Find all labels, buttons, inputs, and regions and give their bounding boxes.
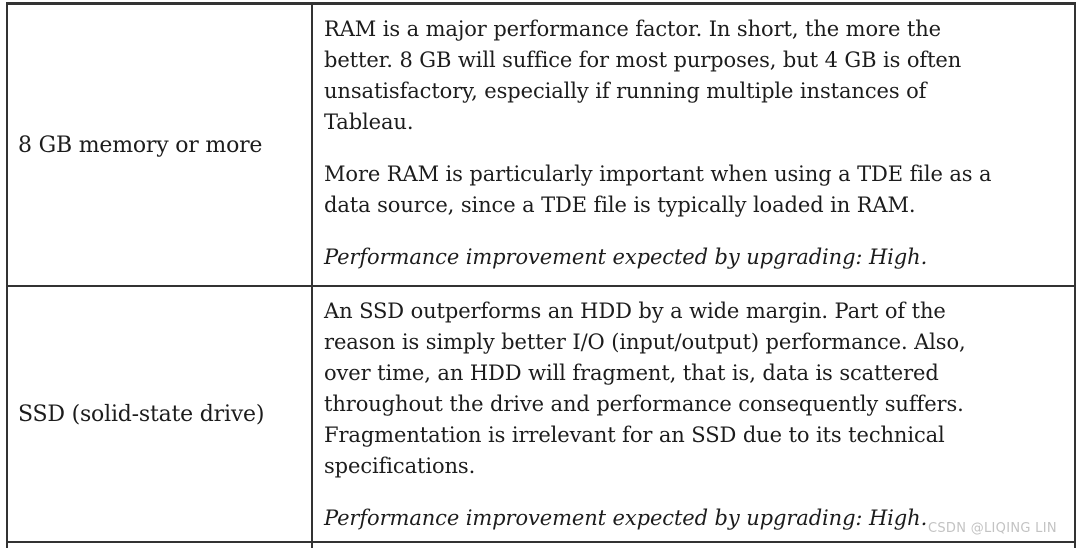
table-row-partial <box>8 543 1074 548</box>
paragraph: RAM is a major performance factor. In sh… <box>324 17 962 134</box>
table-row-memory: 8 GB memory or more RAM is a major perfo… <box>8 5 1074 287</box>
spec-description-empty <box>313 543 1074 548</box>
spec-label-empty <box>8 543 313 548</box>
spec-label-memory: 8 GB memory or more <box>8 5 313 285</box>
spec-description-ssd: An SSD outperforms an HDD by a wide marg… <box>313 287 1074 541</box>
performance-note: Performance improvement expected by upgr… <box>324 245 928 269</box>
csdn-watermark: CSDN @LIQING LIN <box>928 521 1057 536</box>
table-row-ssd: SSD (solid-state drive) An SSD outperfor… <box>8 287 1074 543</box>
spec-description-memory: RAM is a major performance factor. In sh… <box>313 5 1074 285</box>
hardware-spec-table: 8 GB memory or more RAM is a major perfo… <box>6 2 1076 548</box>
performance-note: Performance improvement expected by upgr… <box>324 506 928 530</box>
paragraph: An SSD outperforms an HDD by a wide marg… <box>324 299 966 478</box>
paragraph: More RAM is particularly important when … <box>324 162 992 217</box>
spec-label-ssd: SSD (solid-state drive) <box>8 287 313 541</box>
